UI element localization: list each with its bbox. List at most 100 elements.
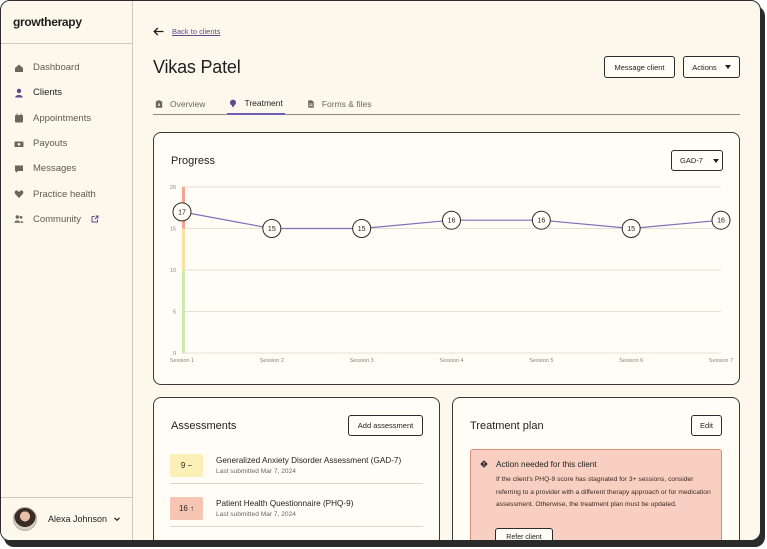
sidebar-item-label: Messages [33,163,77,175]
data-label: 16 [537,218,545,225]
treatment-plan-title: Treatment plan [470,420,544,432]
page-title: Vikas Patel [153,57,241,77]
sidebar-item-label: Payouts [33,138,68,150]
chat-icon [14,164,24,174]
data-label: 17 [178,209,186,216]
brain-icon [230,99,237,107]
progress-title: Progress [171,155,216,167]
data-label: 15 [268,226,276,233]
score-badge: 16 ↑ [170,496,203,520]
sidebar-item-payouts[interactable]: Payouts [1,131,132,156]
data-label: 16 [717,218,725,225]
add-assessment-button[interactable]: Add assessment [348,415,423,436]
progress-chart: 0 5 10 15 20 Session 1 Session 2 Session 3 Sessi… [170,185,733,364]
measure-select-value: GAD-7 [680,156,703,165]
message-client-label: Message client [614,62,665,72]
assessment-date: Last submitted Mar 7, 2024 [216,467,296,475]
actions-label: Actions [692,62,717,72]
add-assessment-label: Add assessment [357,421,414,430]
data-label: 16 [448,218,456,225]
sidebar-nav: Dashboard Clients Appointments Payouts M… [1,44,132,232]
sidebar-item-community[interactable]: Community [1,207,132,232]
alert-body: If the client's PHQ-9 score has stagnate… [496,476,711,508]
x-tick-label: Session 7 [709,358,733,364]
refer-client-label: Refer client [506,534,542,541]
x-tick-label: Session 6 [619,358,643,364]
assessment-date: Last submitted Mar 7, 2024 [216,510,296,518]
assessment-info: Generalized Anxiety Disorder Assessment … [216,456,401,475]
file-icon [308,99,314,108]
refer-client-button[interactable]: Refer client [495,528,553,541]
calendar-icon [14,113,24,123]
tab-label: Overview [170,98,206,109]
y-tick-label: 0 [173,351,176,357]
cash-icon [14,139,24,149]
app-logo[interactable]: growtherapy [1,1,132,44]
data-point [172,202,192,222]
tab-bar: Overview Treatment Forms & files [153,93,740,115]
sidebar-item-messages[interactable]: Messages [1,156,132,181]
assessment-info: Patient Health Questionnaire (PHQ-9) Las… [216,499,353,518]
sidebar-item-label: Community [33,213,82,225]
person-icon [14,88,24,98]
sidebar: growtherapy Dashboard Clients Appointmen… [1,1,133,540]
y-tick-label: 20 [170,185,176,191]
home-icon [14,63,24,73]
progress-card: Progress GAD-7 0 5 10 15 20 Session 1 Session … [153,132,740,385]
action-needed-alert: Action needed for this client If the cli… [470,449,722,541]
back-to-clients-link[interactable]: Back to clients [172,27,221,36]
assessment-name: Patient Health Questionnaire (PHQ-9) [216,498,354,508]
y-tick-label: 15 [170,227,176,233]
measure-select[interactable]: GAD-7 [671,150,723,171]
main-content: Back to clients Vikas Patel Message clie… [133,1,760,540]
edit-plan-label: Edit [700,421,713,430]
edit-plan-button[interactable]: Edit [691,415,722,436]
message-client-button[interactable]: Message client [604,56,675,78]
sidebar-item-label: Practice health [33,188,96,200]
data-point [711,210,731,230]
tab-overview[interactable]: Overview [153,93,207,114]
sidebar-item-dashboard[interactable]: Dashboard [1,55,132,80]
assessment-row-gad7[interactable]: 9 − Generalized Anxiety Disorder Assessm… [170,447,423,484]
assessment-row-phq9[interactable]: 16 ↑ Patient Health Questionnaire (PHQ-9… [170,490,423,527]
heart-icon [14,189,24,199]
y-tick-label: 10 [170,268,176,274]
score-badge: 9 − [170,453,203,477]
data-point [531,210,551,230]
sidebar-item-appointments[interactable]: Appointments [1,106,132,131]
arrow-left-icon[interactable] [153,27,164,36]
avatar [13,507,37,531]
alert-title: Action needed for this client [496,460,597,469]
data-point [621,219,641,238]
chevron-down-icon [114,517,120,522]
severity-band-moderate [182,228,185,270]
sidebar-item-clients[interactable]: Clients [1,80,132,105]
caret-down-icon [724,65,731,69]
sidebar-item-practice-health[interactable]: Practice health [1,181,132,206]
tab-label: Forms & files [321,98,372,109]
x-tick-label: Session 5 [529,358,553,364]
x-tick-label: Session 3 [350,358,374,364]
x-tick-label: Session 2 [260,358,284,364]
sidebar-item-label: Clients [33,87,63,99]
user-menu[interactable]: Alexa Johnson [1,497,132,540]
actions-dropdown[interactable]: Actions [683,56,740,78]
data-point [262,219,282,238]
data-label: 15 [627,226,635,233]
severity-band-mild [182,270,185,353]
clipboard-icon [155,99,163,108]
x-tick-label: Session 4 [439,358,463,364]
tab-forms-files[interactable]: Forms & files [305,93,374,114]
data-label: 15 [358,226,366,233]
tab-label: Treatment [244,98,283,108]
assessments-card: Assessments Add assessment 9 − Generaliz… [153,397,440,540]
tab-treatment[interactable]: Treatment [227,93,285,115]
treatment-plan-card: Treatment plan Edit Action needed for th… [452,397,740,541]
x-tick-label: Session 1 [170,358,194,364]
external-link-icon [91,215,99,223]
app-window: growtherapy Dashboard Clients Appointmen… [0,0,761,541]
data-point [442,210,461,230]
warning-icon [480,460,488,468]
people-icon [14,214,24,224]
assessments-title: Assessments [171,420,237,432]
